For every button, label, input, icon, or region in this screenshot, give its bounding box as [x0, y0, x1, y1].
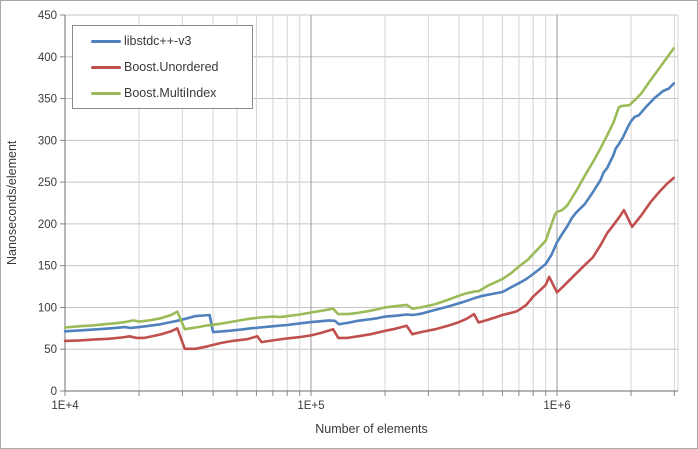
y-tick-label: 200: [38, 219, 57, 231]
y-tick-label: 50: [44, 344, 57, 356]
legend-item: Boost.MultiIndex: [91, 80, 252, 106]
legend-item: libstdc++-v3: [91, 28, 252, 54]
x-tick-label: 1E+4: [51, 400, 79, 412]
legend-label: libstdc++-v3: [124, 34, 192, 48]
x-tick-label: 1E+6: [543, 400, 570, 412]
legend: libstdc++-v3 Boost.Unordered Boost.Multi…: [72, 25, 253, 109]
legend-line-swatch: [91, 39, 121, 43]
legend-label: Boost.Unordered: [124, 60, 219, 74]
series-line-Boost.Unordered: [63, 176, 676, 351]
y-tick-label: 350: [38, 94, 57, 106]
y-tick-label: 250: [38, 177, 57, 189]
y-tick-label: 400: [38, 52, 57, 64]
legend-label: Boost.MultiIndex: [124, 86, 217, 100]
x-axis-title: Number of elements: [315, 422, 428, 436]
y-tick-label: 300: [38, 135, 57, 147]
series-line-Boost.MultiIndex: [63, 47, 676, 331]
y-tick-label: 0: [51, 386, 57, 398]
legend-line-swatch: [91, 91, 121, 95]
legend-item: Boost.Unordered: [91, 54, 252, 80]
y-axis-title: Nanoseconds/element: [5, 140, 19, 266]
y-tick-label: 100: [38, 302, 57, 314]
series-line-libstdc++-v3: [63, 82, 676, 334]
y-tick-label: 450: [38, 10, 57, 22]
x-tick-label: 1E+5: [297, 400, 324, 412]
legend-line-swatch: [91, 65, 121, 69]
y-tick-label: 150: [38, 261, 57, 273]
